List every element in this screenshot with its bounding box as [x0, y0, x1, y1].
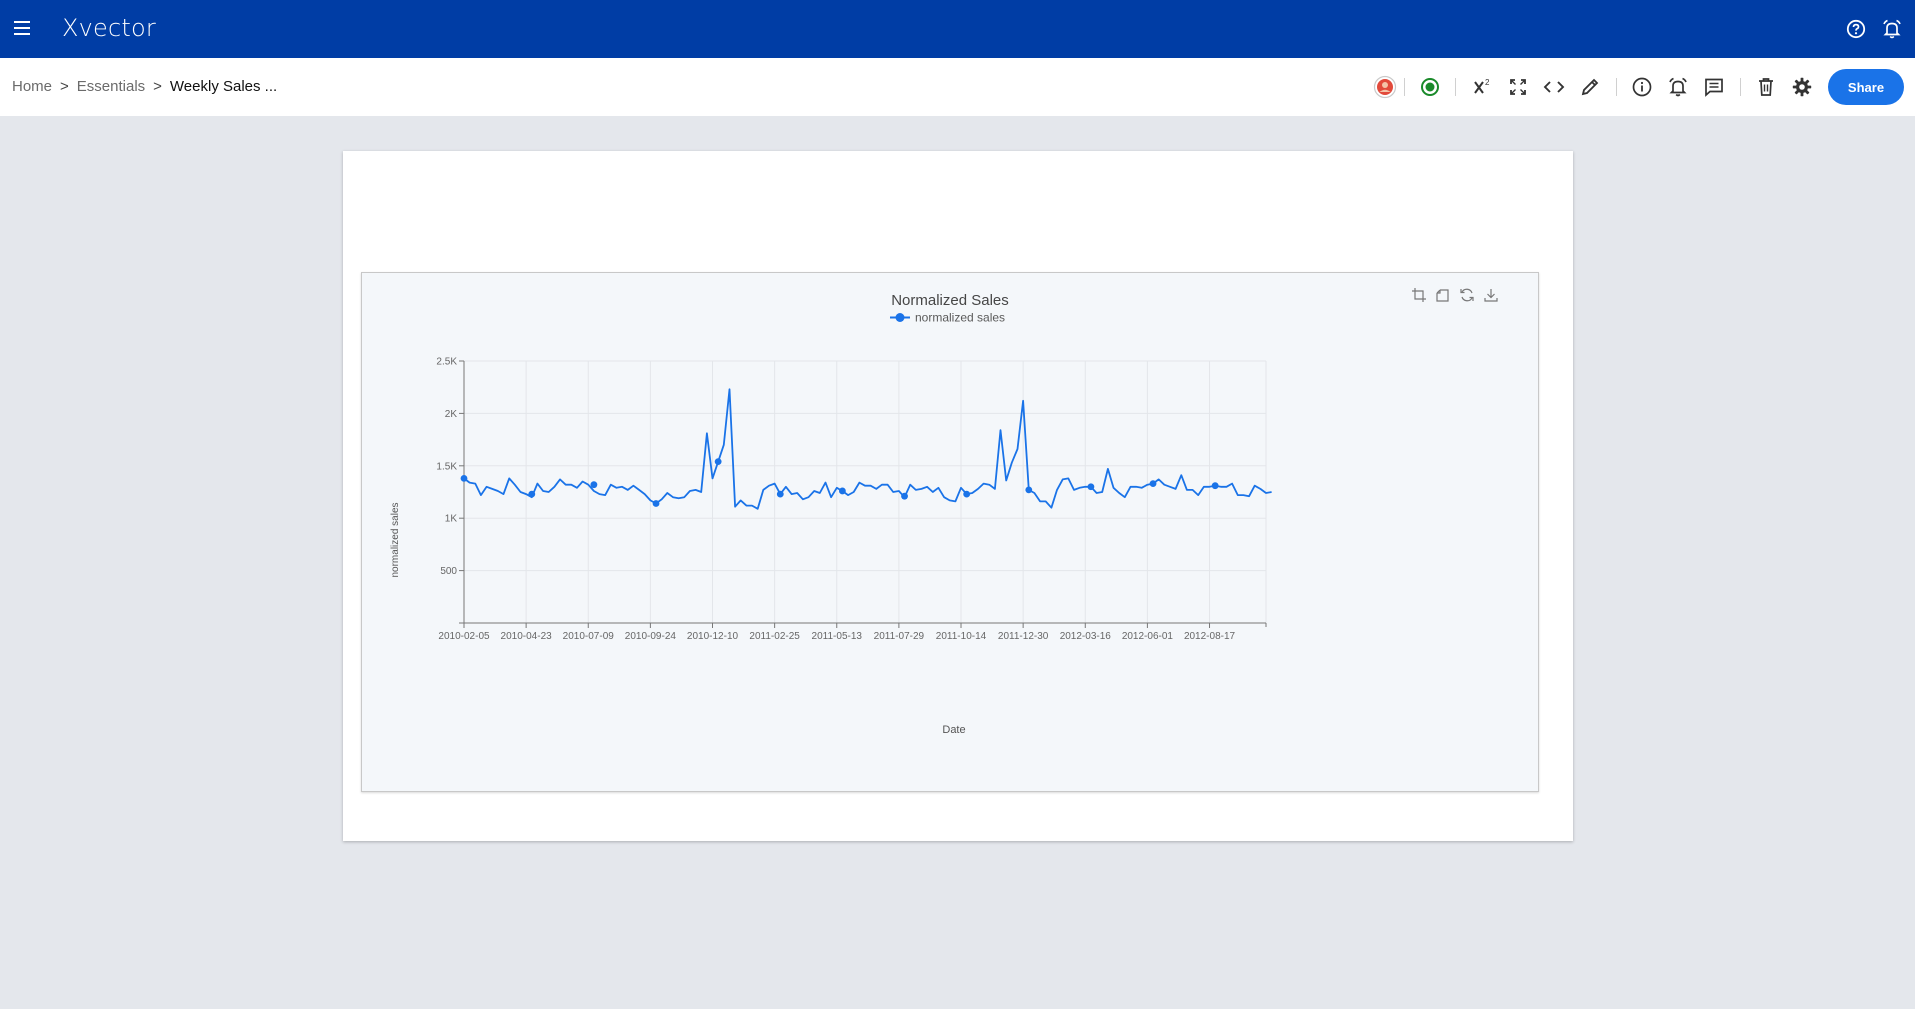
x-tick-label: 2011-02-25 [749, 631, 800, 642]
x-tick-label: 2010-12-10 [687, 631, 739, 642]
data-point [1087, 483, 1095, 491]
x-axis-label: Date [942, 724, 965, 736]
y-tick-label: 1.5K [436, 461, 457, 472]
data-point [528, 490, 536, 498]
breadcrumb-separator: > [60, 78, 69, 95]
breadcrumb-essentials[interactable]: Essentials [76, 78, 146, 95]
share-button[interactable]: Share [1828, 69, 1904, 105]
chart-title: Normalized Sales [891, 292, 1009, 309]
series-line [463, 388, 1272, 510]
data-point [963, 490, 971, 498]
x-tick-label: 2010-04-23 [501, 631, 553, 642]
alert-bell-icon[interactable] [1663, 72, 1693, 102]
alarm-bell-icon[interactable] [1879, 16, 1905, 42]
data-point [460, 474, 468, 482]
y-axis-label: normalized sales [390, 502, 401, 577]
x-tick-label: 2011-10-14 [936, 631, 987, 642]
help-icon[interactable] [1843, 16, 1869, 42]
data-point [1025, 486, 1033, 494]
data-point [652, 500, 660, 507]
x-tick-label: 2010-09-24 [625, 631, 677, 642]
data-point [590, 481, 598, 489]
legend-marker [895, 313, 905, 322]
breadcrumb: Home > Essentials > Weekly Sales ... [12, 78, 277, 95]
data-point [901, 492, 908, 500]
hamburger-menu-icon[interactable] [12, 16, 34, 40]
restore-refresh-icon[interactable] [1457, 285, 1477, 305]
x-tick-label: 2010-07-09 [563, 631, 615, 642]
x-tick-label: 2010-02-05 [438, 631, 490, 642]
app-logo[interactable]: Xvector [62, 14, 156, 42]
svg-text:2: 2 [1485, 78, 1490, 87]
top-app-bar: Xvector [0, 0, 1915, 58]
page-toolbar: Home > Essentials > Weekly Sales ... 2 [0, 58, 1915, 116]
y-tick-label: 500 [440, 566, 457, 577]
breadcrumb-current: Weekly Sales ... [169, 78, 278, 95]
breadcrumb-home[interactable]: Home [12, 78, 53, 95]
zoom-reset-icon[interactable] [1433, 285, 1453, 305]
user-avatar-icon[interactable] [1370, 72, 1400, 102]
data-point [714, 458, 722, 466]
y-tick-label: 2K [445, 409, 458, 420]
info-icon[interactable] [1627, 72, 1657, 102]
x-tick-label: 2012-06-01 [1122, 631, 1174, 642]
fullscreen-icon[interactable] [1503, 72, 1533, 102]
data-point [776, 490, 784, 498]
x-tick-label: 2012-08-17 [1184, 631, 1236, 642]
code-icon[interactable] [1539, 72, 1569, 102]
x-tick-label: 2011-07-29 [874, 631, 925, 642]
x-tick-label: 2011-05-13 [812, 631, 863, 642]
data-point [1149, 480, 1157, 488]
legend-label: normalized sales [915, 311, 1005, 325]
legend[interactable]: normalized sales [890, 311, 1005, 325]
chart-panel: 500 1K 1.5K 2K 2.5K 2010-02-05 2010-04-23 2010-… [361, 272, 1539, 792]
x-tick-label: 2011-12-30 [998, 631, 1049, 642]
superscript-icon[interactable]: 2 [1468, 72, 1498, 102]
breadcrumb-separator: > [153, 78, 162, 95]
line-chart: 500 1K 1.5K 2K 2.5K 2010-02-05 2010-04-23 2010-… [390, 292, 1272, 736]
data-point [1211, 482, 1219, 490]
data-point [839, 487, 846, 495]
y-tick-label: 1K [445, 514, 458, 525]
zoom-select-icon[interactable] [1409, 285, 1429, 305]
y-tick-label: 2.5K [436, 357, 457, 368]
comment-icon[interactable] [1699, 72, 1729, 102]
live-status-icon[interactable] [1415, 72, 1445, 102]
delete-trash-icon[interactable] [1751, 72, 1781, 102]
edit-pencil-icon[interactable] [1575, 72, 1605, 102]
settings-gear-icon[interactable] [1787, 72, 1817, 102]
x-tick-label: 2012-03-16 [1060, 631, 1112, 642]
download-icon[interactable] [1481, 285, 1501, 305]
